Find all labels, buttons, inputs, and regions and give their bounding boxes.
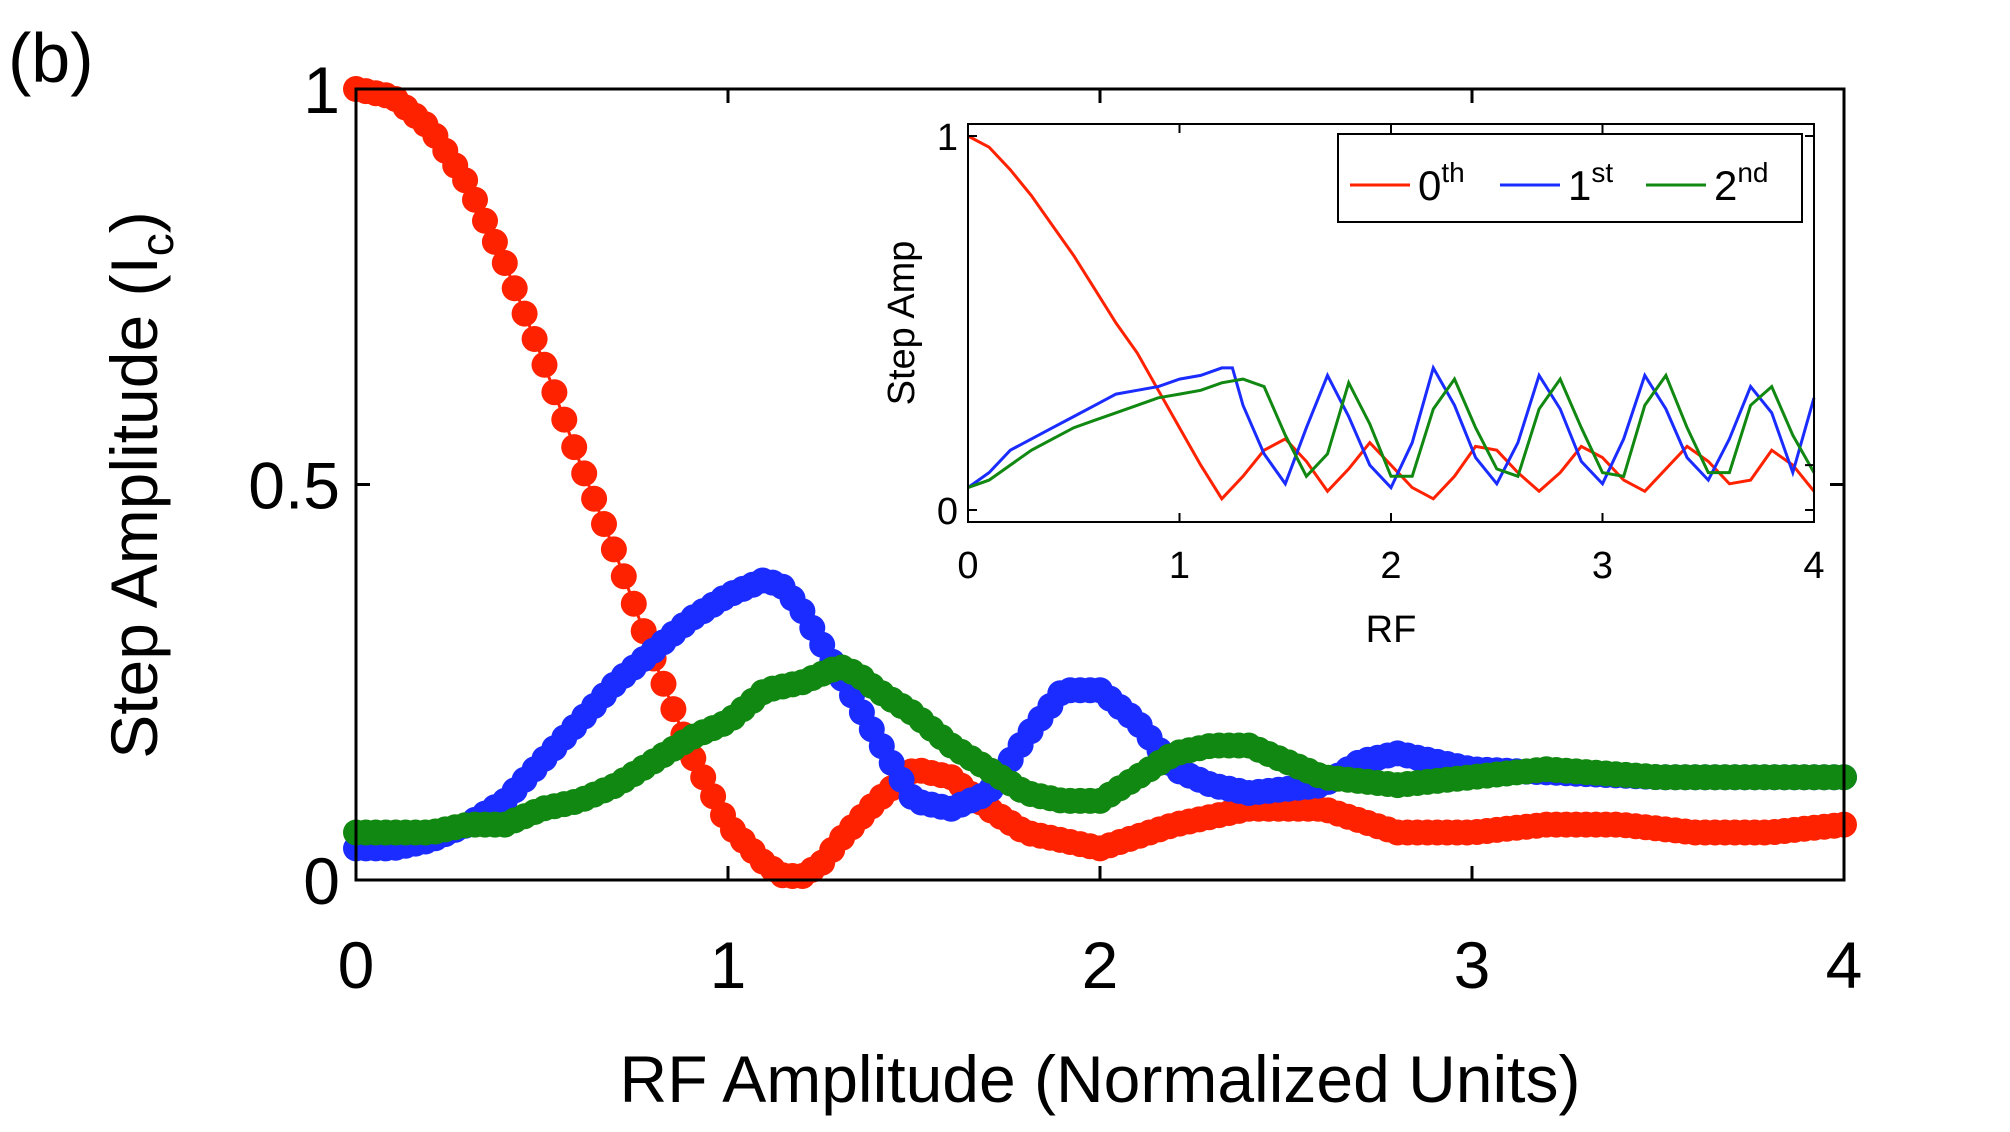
inset-x-axis-label: RF <box>1366 609 1417 651</box>
inset-line-1st <box>967 364 1816 491</box>
inset-chart: 0 1 2 3 401 RF Step Amp 0th 1st 2nd <box>881 117 1825 651</box>
legend-sup-2nd: nd <box>1737 157 1768 188</box>
inset-line-0th <box>967 134 1816 502</box>
main-point-0th <box>591 511 617 537</box>
legend-entry-2nd: 2nd <box>1646 157 1769 209</box>
main-point-0th <box>620 590 647 617</box>
main-point-0th <box>561 434 588 461</box>
main-chart: 0 1 2 3 4 0 0.5 1 RF Amplitude (Normalized Unit… <box>97 53 1862 1116</box>
inset-y-tick-label: 1 <box>937 117 958 159</box>
main-point-0th <box>491 250 518 276</box>
main-point-0th <box>452 167 479 194</box>
main-series <box>343 76 1857 889</box>
legend-sup-0th: th <box>1441 157 1464 188</box>
main-y-tick-label: 0 <box>303 844 340 918</box>
main-y-tick-label: 0.5 <box>248 449 340 523</box>
panel-label: (b) <box>8 19 94 97</box>
main-ticks: 0 1 2 3 4 0 0.5 1 <box>248 53 1862 1002</box>
main-point-0th <box>600 536 627 563</box>
legend-label-2nd: 2 <box>1714 162 1737 209</box>
main-point-0th <box>501 275 528 302</box>
main-point-0th <box>660 696 687 723</box>
inset-y-tick-label: 0 <box>937 491 958 533</box>
main-point-0th <box>630 618 657 645</box>
main-y-axis-label: Step Amplitude (Ic) <box>97 211 183 759</box>
main-x-tick-label: 1 <box>710 928 747 1002</box>
main-point-0th <box>551 406 578 433</box>
inset-x-tick-label: 0 <box>957 545 978 587</box>
inset-legend: 0th 1st 2nd <box>1337 133 1803 223</box>
legend-sup-1st: st <box>1591 157 1613 188</box>
svg-text:0th: 0th <box>1418 157 1465 209</box>
main-series-0th <box>343 76 1857 889</box>
main-y-label-subscript: c <box>131 233 183 256</box>
main-point-0th <box>610 563 637 590</box>
main-series-2nd <box>343 654 1857 846</box>
inset-x-tick-label: 2 <box>1380 545 1401 587</box>
legend-box <box>1337 133 1803 223</box>
inset-y-axis-label: Step Amp <box>881 241 923 406</box>
main-point-0th <box>472 207 498 234</box>
main-x-tick-label: 0 <box>338 928 375 1002</box>
main-x-tick-label: 4 <box>1826 928 1863 1002</box>
legend-entry-0th: 0th <box>1350 157 1465 209</box>
legend-label-1st: 1 <box>1568 162 1591 209</box>
legend-label-0th: 0 <box>1418 162 1441 209</box>
main-point-0th <box>531 351 558 378</box>
inset-x-tick-label: 3 <box>1592 545 1613 587</box>
main-y-label-close: ) <box>97 211 171 233</box>
svg-text:2nd: 2nd <box>1714 157 1769 209</box>
main-y-label-text: Step Amplitude (I <box>97 256 171 759</box>
main-point-0th <box>462 186 488 213</box>
main-x-axis-label: RF Amplitude (Normalized Units) <box>620 1042 1581 1116</box>
main-point-0th <box>481 228 508 255</box>
main-x-tick-label: 2 <box>1082 928 1119 1002</box>
inset-series <box>967 134 1816 502</box>
main-point-0th <box>571 460 598 487</box>
svg-text:1st: 1st <box>1568 157 1613 209</box>
inset-ticks: 0 1 2 3 4 0 1 <box>937 117 1825 587</box>
main-point-0th <box>511 300 538 327</box>
main-point-0th <box>521 326 548 352</box>
svg-text:Step Amplitude (Ic): Step Amplitude (Ic) <box>97 211 183 759</box>
inset-x-tick-label: 4 <box>1803 545 1824 587</box>
main-point-0th <box>581 485 608 512</box>
main-y-tick-label: 1 <box>303 53 340 127</box>
main-x-tick-label: 3 <box>1454 928 1491 1002</box>
legend-entry-1st: 1st <box>1500 157 1613 209</box>
inset-x-tick-label: 1 <box>1169 545 1190 587</box>
inset-line-2nd <box>967 372 1816 490</box>
main-point-0th <box>541 379 568 406</box>
main-point-0th <box>650 670 677 697</box>
